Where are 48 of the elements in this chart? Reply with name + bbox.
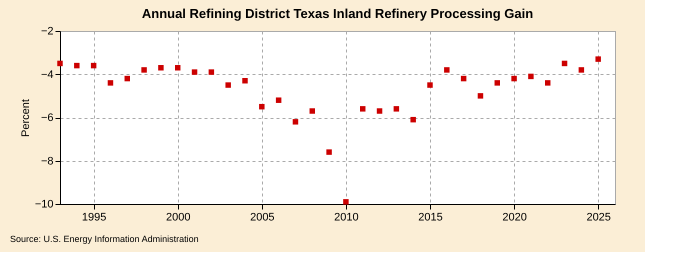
point (460, 76, 466, 82)
point (528, 74, 534, 80)
y-tick-label: −4 (40, 68, 54, 81)
point (208, 69, 214, 75)
point (427, 82, 433, 88)
point (310, 108, 316, 114)
point (494, 80, 500, 86)
point (326, 149, 332, 155)
point (292, 119, 298, 125)
point (192, 69, 198, 75)
y-tick-label: −8 (40, 155, 54, 168)
point (343, 199, 349, 205)
y-axis-title: Percent (20, 99, 32, 137)
y-tick-label: −2 (40, 26, 54, 38)
point (90, 62, 96, 68)
y-tick-label: −6 (40, 112, 54, 124)
point (225, 82, 231, 88)
point (562, 60, 568, 66)
x-tick-label: 2005 (250, 212, 275, 224)
x-tick-label: 2025 (586, 212, 611, 224)
point (276, 97, 282, 103)
point (376, 108, 382, 114)
point (595, 56, 601, 62)
point (444, 67, 450, 73)
point (544, 80, 550, 86)
point (578, 67, 584, 73)
point (158, 65, 164, 70)
source-note: Source: U.S. Energy Information Administration (10, 234, 199, 244)
point (360, 106, 366, 112)
point (174, 65, 180, 70)
x-tick-label: 1995 (82, 212, 106, 224)
point (242, 78, 248, 84)
point (410, 116, 416, 122)
point (259, 104, 265, 110)
point (124, 76, 130, 82)
x-tick-label: 2015 (418, 212, 443, 224)
x-tick-label: 2010 (334, 212, 359, 224)
chart-title: Annual Refining District Texas Inland Refinery Processing Gain (142, 6, 534, 21)
x-tick-label: 2020 (502, 212, 527, 224)
point (394, 106, 400, 112)
point (74, 62, 80, 68)
y-tick-label: −10 (34, 198, 54, 210)
point (511, 76, 517, 82)
point (57, 60, 63, 66)
point (141, 67, 147, 73)
point (478, 93, 484, 99)
x-tick-label: 2000 (166, 212, 190, 224)
point (108, 80, 114, 86)
